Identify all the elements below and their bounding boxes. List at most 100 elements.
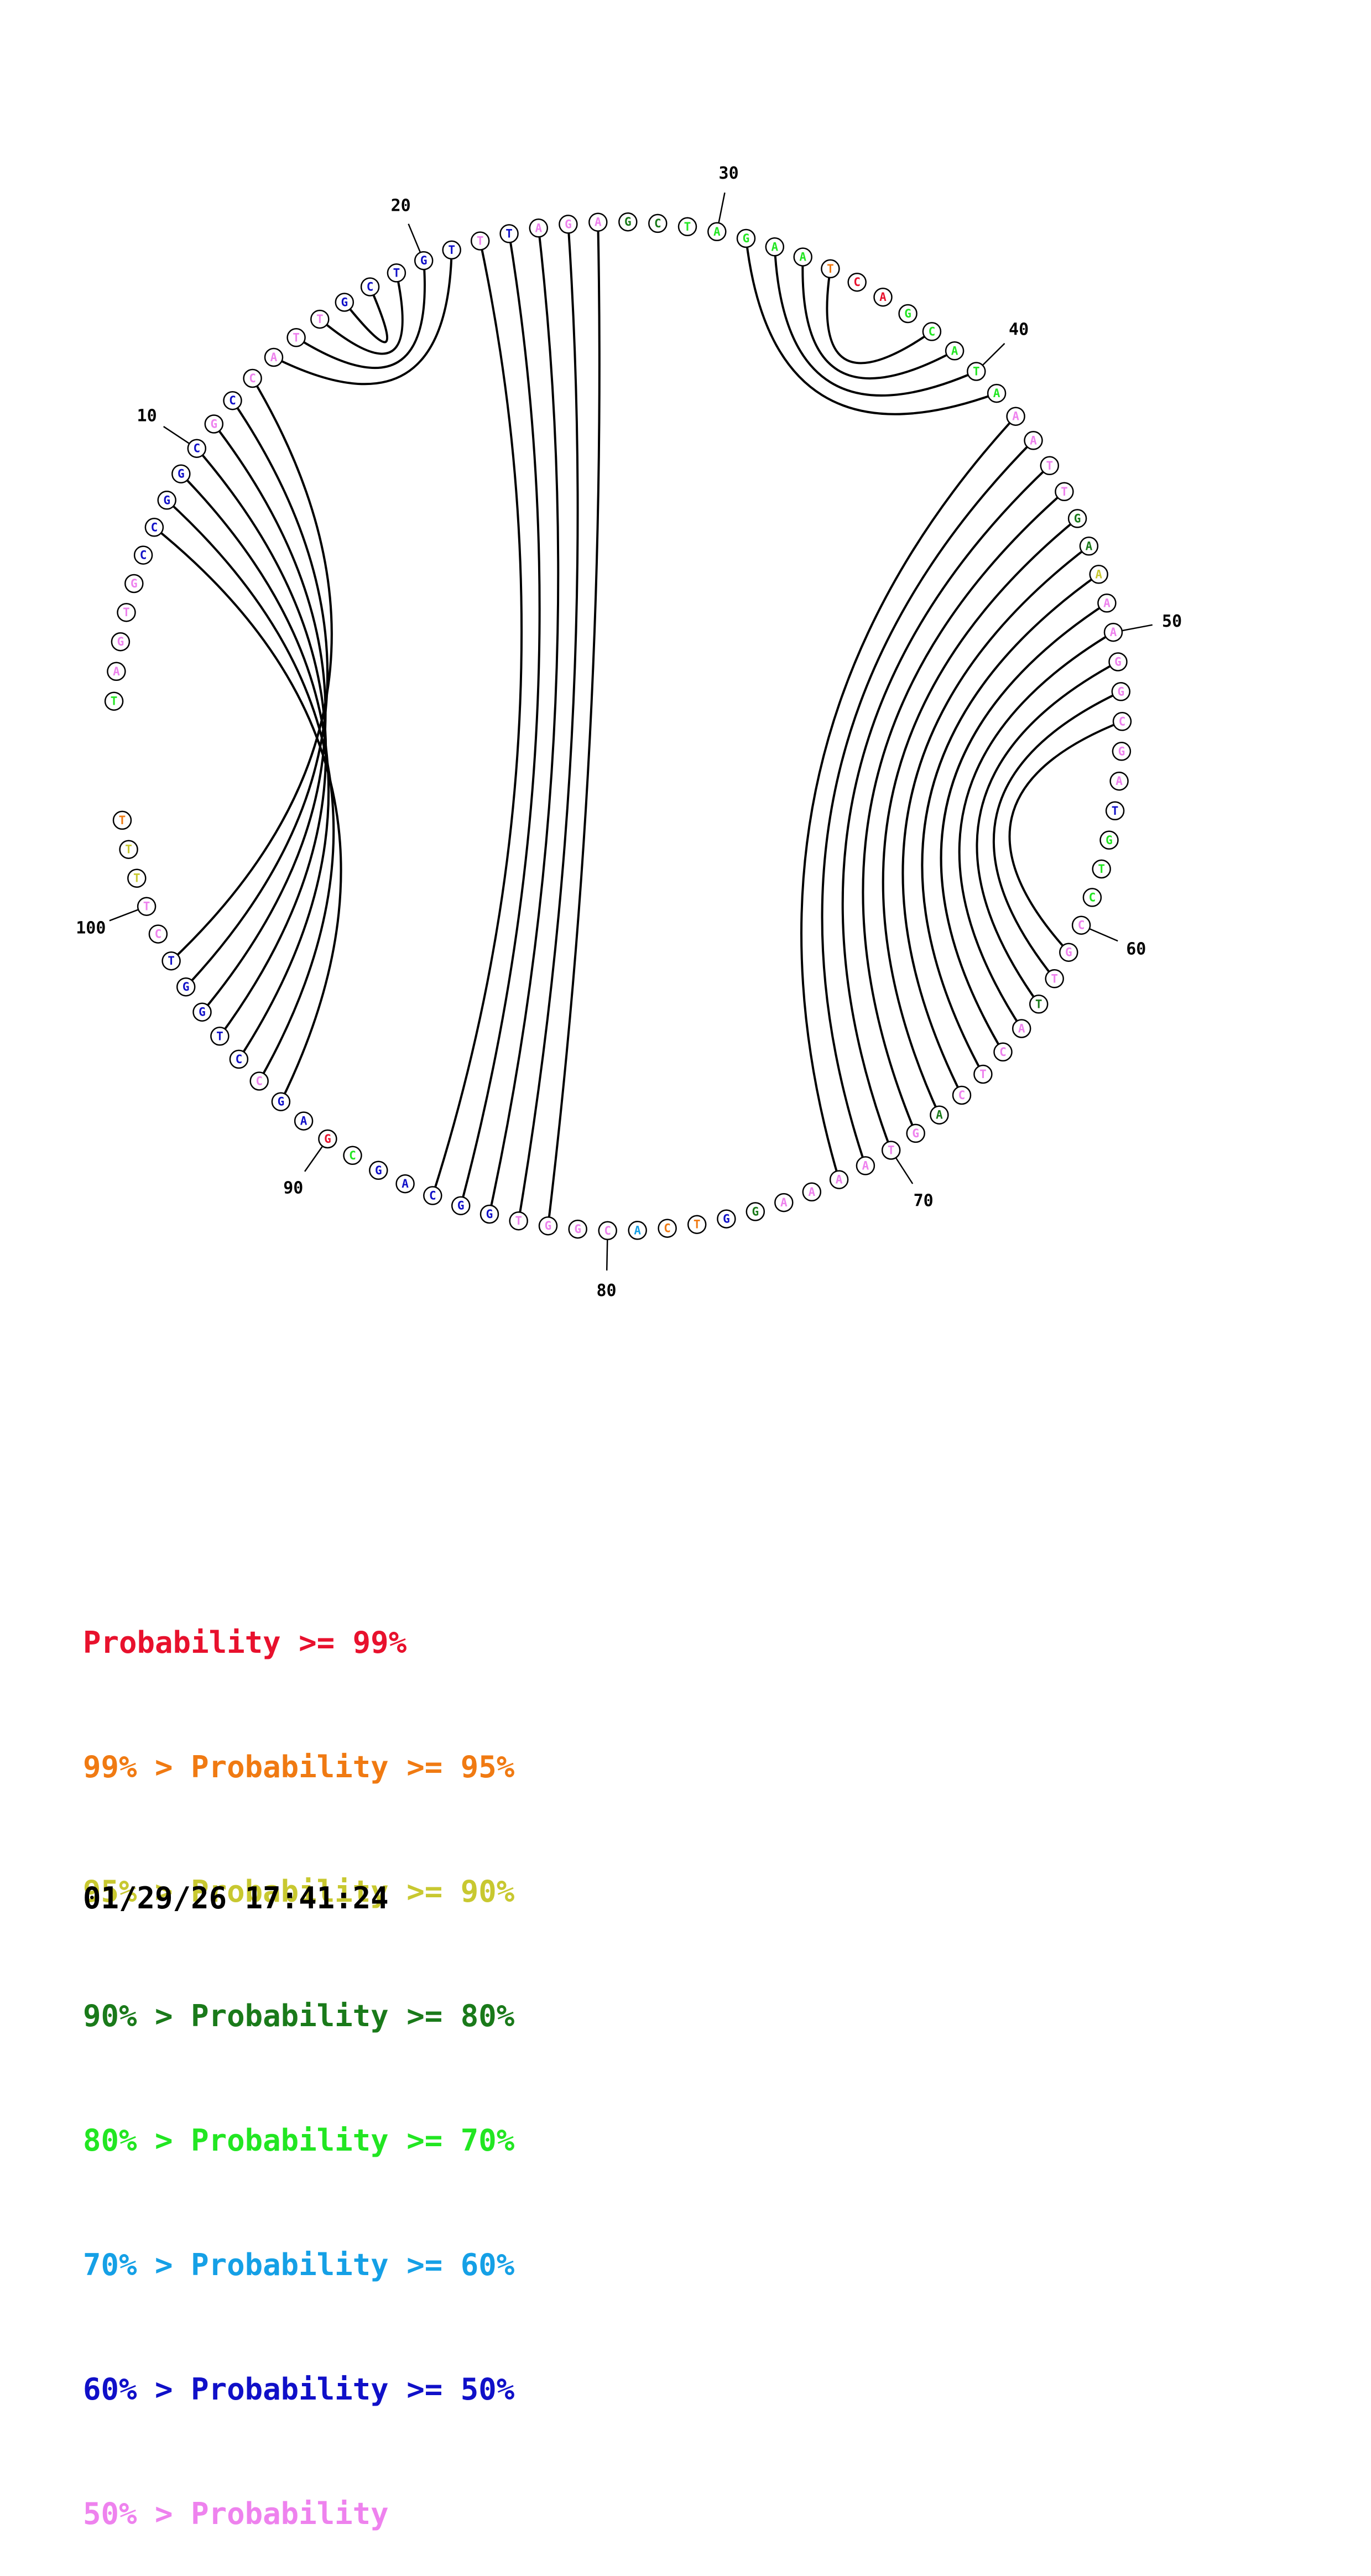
legend-prefix: 90% > [83,1999,191,2033]
nucleotide: G [111,632,131,652]
legend-label: Probability [191,1874,389,1909]
nucleotide-circle [479,1204,499,1224]
nucleotide-letter: G [565,217,572,231]
legend-row: 80% > Probability >= 70% [83,2120,514,2161]
legend-suffix: >= 90% [406,1874,515,1909]
base-pair-arcs [153,222,1123,1226]
base-pair-arc [431,241,523,1196]
position-label: 20 [391,196,411,216]
nucleotide-circle [1059,943,1078,962]
nucleotide-letter: G [743,232,750,245]
nucleotide-letter: T [979,1068,987,1081]
nucleotide: G [618,212,638,232]
nucleotide: G [538,1216,558,1236]
nucleotide-circle [1097,594,1117,613]
nucleotide: C [847,272,867,292]
nucleotide-circle [264,347,284,367]
nucleotide-circle [310,309,330,329]
nucleotide: T [881,1141,901,1160]
nucleotide-circle [821,259,840,279]
legend-row: 70% > Probability >= 60% [83,2244,514,2286]
nucleotide-letter: T [505,227,513,240]
nucleotide-circle [559,215,578,234]
nucleotide: A [1109,771,1129,791]
nucleotide-letter: C [654,217,661,230]
nucleotide-letter: C [604,1224,611,1237]
nucleotide-letter: G [1106,834,1113,847]
base-pair-arc [841,465,1051,1151]
nucleotide-circle [1012,1019,1031,1038]
nucleotide-circle [847,272,867,292]
nucleotide-circle [538,1216,558,1236]
nucleotide-letter: C [367,280,374,294]
nucleotide-circle [1105,801,1125,821]
position-tick [408,223,421,253]
nucleotide-letter: G [486,1208,493,1221]
nucleotide-letter: G [199,1006,206,1019]
nucleotide: T [104,691,124,711]
position-label: 90 [283,1178,303,1198]
nucleotide: C [952,1085,972,1105]
nucleotide: A [1024,431,1043,450]
nucleotide-circle [187,439,207,458]
nucleotide: C [423,1186,442,1205]
base-pair-arc [882,517,1078,1116]
nucleotide: A [829,1170,849,1189]
position-label: 60 [1126,939,1146,959]
nucleotide-letter: A [402,1177,409,1190]
legend-prefix: 70% > [83,2247,191,2282]
nucleotide-circle [204,414,224,434]
nucleotide-letter: A [634,1224,641,1237]
nucleotide: T [387,263,406,283]
nucleotide-circle [144,518,164,537]
nucleotide-circle [687,1215,707,1234]
nucleotide: G [124,574,144,594]
nucleotide-circle [1109,771,1129,791]
nucleotide: G [1112,742,1132,761]
nucleotide-circle [161,951,181,971]
nucleotide: C [648,214,668,233]
nucleotide-circle [568,1219,587,1239]
nucleotide-circle [1055,482,1074,502]
legend-label: Probability [191,1750,389,1784]
nucleotide-circle [598,1221,617,1241]
legend-suffix: >= 50% [406,2372,515,2407]
nucleotide-circle [192,1002,212,1022]
legend-prefix: 60% > [83,2372,191,2407]
nucleotide: A [856,1156,875,1175]
legend-label: Probability [83,1625,281,1660]
nucleotide-letter: G [278,1095,285,1109]
legend-prefix: 50% > [83,2496,191,2531]
nucleotide: C [243,368,262,388]
legend-row: 60% > Probability >= 50% [83,2369,514,2410]
nucleotide: A [107,662,126,681]
legend-prefix: 99% > [83,1750,191,1784]
nucleotide-letter: G [912,1127,919,1140]
nucleotide-letter: G [904,307,911,320]
nucleotide-letter: C [140,549,147,562]
nucleotide-letter: A [780,1196,788,1209]
base-pair-arc [821,439,1034,1167]
nucleotide-letter: T [448,243,455,257]
nucleotide-letter: T [168,954,175,967]
nucleotide: T [1105,801,1125,821]
nucleotide-letter: G [163,493,170,507]
nucleotide: G [736,228,756,248]
nucleotide: C [133,545,153,565]
nucleotide-letter: A [713,225,721,238]
nucleotide-letter: C [249,372,256,385]
nucleotide: G [157,491,176,510]
nucleotide-letter: C [229,394,236,407]
legend-row: 90% > Probability >= 80% [83,1995,514,2037]
nucleotide-circle [707,222,727,242]
nucleotide: T [161,951,181,971]
legend-suffix: >= 95% [406,1750,515,1784]
nucleotide-circle [922,322,942,341]
nucleotide: A [264,347,284,367]
position-tick [982,343,1005,366]
nucleotide-circle [802,1182,822,1202]
nucleotide-letter: G [723,1212,730,1226]
position-tick [895,1157,914,1184]
nucleotide-circle [1103,622,1123,642]
